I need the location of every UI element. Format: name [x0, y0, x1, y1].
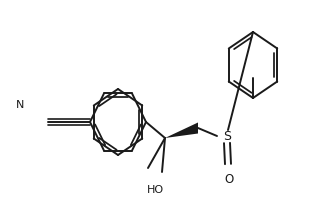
Text: N: N	[16, 100, 24, 110]
Text: S: S	[223, 131, 231, 143]
Text: HO: HO	[146, 185, 164, 195]
Polygon shape	[165, 122, 198, 138]
Text: O: O	[225, 173, 234, 186]
